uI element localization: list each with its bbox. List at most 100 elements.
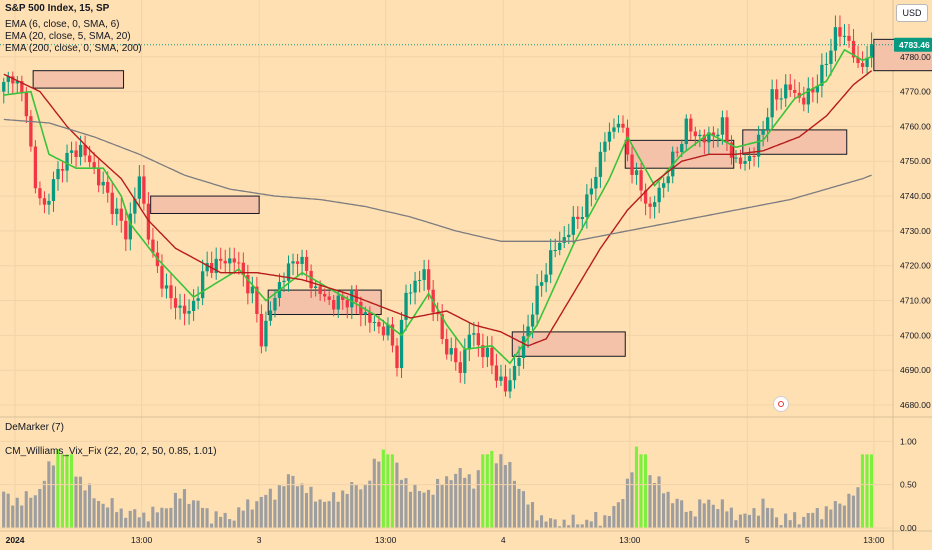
candle-body[interactable] <box>702 134 707 143</box>
candle-body[interactable] <box>363 312 368 315</box>
vix-fix-bar[interactable] <box>797 524 801 528</box>
candle-body[interactable] <box>65 152 69 171</box>
candle-body[interactable] <box>666 176 670 184</box>
vix-fix-bar[interactable] <box>472 488 476 528</box>
vix-fix-bar[interactable] <box>657 476 661 528</box>
candle-body[interactable] <box>327 296 331 300</box>
vix-fix-bar[interactable] <box>327 501 331 528</box>
candle-body[interactable] <box>69 150 74 153</box>
vix-fix-bar[interactable] <box>765 507 770 528</box>
candle-body[interactable] <box>318 286 322 294</box>
vix-fix-bar[interactable] <box>395 462 399 528</box>
candle-body[interactable] <box>752 155 756 157</box>
vix-fix-bar[interactable] <box>621 499 625 528</box>
candle-body[interactable] <box>390 324 395 346</box>
candle-body[interactable] <box>196 298 200 301</box>
vix-fix-bar[interactable] <box>851 495 855 528</box>
vix-fix-bar[interactable] <box>106 507 110 528</box>
candle-body[interactable] <box>788 84 792 90</box>
vix-fix-bar[interactable] <box>684 511 688 528</box>
vix-fix-bar[interactable] <box>716 509 720 528</box>
candle-body[interactable] <box>707 132 711 143</box>
ema200-line[interactable] <box>3 118 872 242</box>
supply-demand-zone[interactable] <box>32 70 125 89</box>
vix-fix-bar[interactable] <box>743 513 747 528</box>
vix-fix-bar[interactable] <box>779 525 783 528</box>
ema20-line[interactable] <box>3 70 873 347</box>
vix-fix-bar[interactable] <box>368 480 372 528</box>
vix-fix-bar[interactable] <box>485 454 489 528</box>
vix-fix-bar[interactable] <box>666 491 670 528</box>
vix-fix-bar[interactable] <box>847 493 851 528</box>
vix-fix-bar[interactable] <box>463 477 467 528</box>
candle-body[interactable] <box>711 132 716 137</box>
candle-body[interactable] <box>119 208 123 221</box>
candle-body[interactable] <box>765 117 770 131</box>
candle-body[interactable] <box>571 216 575 235</box>
candle-body[interactable] <box>553 250 557 252</box>
vix-fix-bar[interactable] <box>142 512 146 528</box>
vix-fix-bar[interactable] <box>756 515 761 528</box>
candle-body[interactable] <box>539 282 544 286</box>
candle-body[interactable] <box>295 261 300 264</box>
vix-fix-bar[interactable] <box>426 489 431 528</box>
vix-fix-bar[interactable] <box>363 484 367 528</box>
candle-body[interactable] <box>594 176 598 189</box>
vix-fix-bar[interactable] <box>408 491 413 528</box>
vix-fix-bar[interactable] <box>711 504 715 528</box>
candle-body[interactable] <box>770 89 774 118</box>
candle-body[interactable] <box>607 131 612 142</box>
candle-body[interactable] <box>652 202 657 207</box>
vix-fix-bar[interactable] <box>865 454 869 528</box>
candle-body[interactable] <box>404 292 408 320</box>
vix-fix-bar[interactable] <box>372 458 376 528</box>
candle-body[interactable] <box>259 313 264 347</box>
candle-body[interactable] <box>445 338 449 355</box>
candle-body[interactable] <box>33 146 38 189</box>
vix-fix-bar[interactable] <box>431 494 435 528</box>
candle-body[interactable] <box>128 213 132 240</box>
candle-body[interactable] <box>97 169 101 186</box>
candle-body[interactable] <box>133 198 137 214</box>
vix-fix-bar[interactable] <box>603 515 607 528</box>
vix-fix-bar[interactable] <box>553 519 557 528</box>
vix-fix-bar[interactable] <box>169 507 173 528</box>
vix-fix-bar[interactable] <box>60 454 64 528</box>
vix-fix-bar[interactable] <box>210 523 214 528</box>
vix-fix-bar[interactable] <box>698 499 702 528</box>
candle-body[interactable] <box>476 333 481 346</box>
candle-body[interactable] <box>309 270 313 288</box>
vix-fix-bar[interactable] <box>101 503 105 528</box>
candle-body[interactable] <box>20 81 24 93</box>
vix-fix-bar[interactable] <box>833 501 837 528</box>
vix-fix-bar[interactable] <box>277 485 281 528</box>
flag-icon[interactable] <box>773 396 789 412</box>
ema200-legend[interactable]: EMA (200, close, 0, SMA, 200) <box>5 43 142 54</box>
candle-body[interactable] <box>815 85 820 93</box>
candle-body[interactable] <box>87 155 92 163</box>
vix-fix-bar[interactable] <box>530 502 535 528</box>
candle-body[interactable] <box>458 362 462 373</box>
vix-fix-bar[interactable] <box>390 454 394 528</box>
vix-fix-bar[interactable] <box>191 500 196 528</box>
candle-body[interactable] <box>472 333 476 335</box>
candle-body[interactable] <box>576 216 580 220</box>
candle-body[interactable] <box>60 169 65 171</box>
vix-fix-bar[interactable] <box>78 476 83 528</box>
vix-fix-bar[interactable] <box>811 512 815 528</box>
candle-body[interactable] <box>806 88 810 105</box>
vix-fix-bar[interactable] <box>788 520 792 528</box>
vix-fix-bar[interactable] <box>200 507 205 528</box>
candle-body[interactable] <box>51 179 56 201</box>
vix-fix-bar[interactable] <box>725 511 729 528</box>
candle-body[interactable] <box>517 357 521 366</box>
vix-fix-bar[interactable] <box>318 499 322 528</box>
vix-fix-bar[interactable] <box>616 502 620 528</box>
candle-body[interactable] <box>440 314 444 339</box>
candle-body[interactable] <box>454 348 458 363</box>
candle-body[interactable] <box>124 220 128 240</box>
vix-fix-bar[interactable] <box>69 454 74 528</box>
vix-fix-bar[interactable] <box>291 475 295 528</box>
vix-fix-bar[interactable] <box>332 492 336 528</box>
vix-fix-bar[interactable] <box>576 524 580 528</box>
